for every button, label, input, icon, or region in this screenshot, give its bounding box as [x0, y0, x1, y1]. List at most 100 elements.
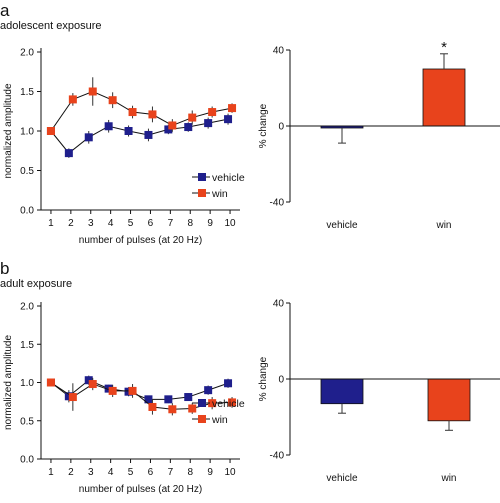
y-tick-label: 0.0: [20, 455, 34, 466]
data-point-win: [46, 378, 55, 387]
data-point-win: [148, 402, 157, 411]
data-point-vehicle: [144, 130, 153, 139]
x-tick-label: 4: [108, 467, 114, 478]
y-tick-label: 0.5: [20, 416, 34, 427]
x-tick-label: 10: [224, 467, 236, 478]
x-tick-label: 5: [128, 218, 134, 229]
x-tick-label: 1: [48, 467, 54, 478]
bar-win: [427, 378, 471, 422]
x-tick-label: 9: [207, 467, 213, 478]
chart-a-bar: -40 0 40 % change vehicle win *: [258, 39, 500, 231]
data-point-vehicle: [204, 386, 213, 395]
data-point-vehicle: [224, 379, 233, 388]
x-tick-label: 8: [187, 218, 193, 229]
category-label-win: win: [435, 220, 451, 231]
bar-win: [422, 68, 466, 127]
x-tick-label: 10: [224, 218, 236, 229]
series-line-win: [50, 90, 233, 132]
data-point-win: [208, 108, 217, 117]
y-tick-label: 1.0: [20, 378, 34, 389]
y-tick-label: 0: [278, 375, 284, 386]
x-axis-label: number of pulses (at 20 Hz): [79, 235, 202, 246]
data-point-win: [208, 399, 217, 408]
x-axis-label: number of pulses (at 20 Hz): [79, 484, 202, 495]
legend-marker-win: [198, 415, 206, 423]
x-tick-label: 2: [68, 218, 74, 229]
legend-marker-win: [198, 189, 206, 197]
y-tick-label: 2.0: [20, 302, 34, 313]
x-tick-label: 7: [168, 467, 174, 478]
x-tick-label: 6: [148, 467, 154, 478]
y-axis-label: normalized amplitude: [3, 335, 14, 430]
y-axis-label: % change: [258, 103, 269, 148]
x-tick-label: 6: [148, 218, 154, 229]
data-point-win: [128, 108, 137, 117]
legend-marker-vehicle: [198, 399, 206, 407]
data-point-vehicle: [184, 123, 193, 132]
x-tick-label: 1: [48, 218, 54, 229]
y-tick-label: 1.5: [20, 340, 34, 351]
data-point-win: [188, 113, 197, 122]
y-tick-label: 0.0: [20, 206, 34, 217]
data-point-win: [68, 95, 77, 104]
legend-marker-vehicle: [198, 173, 206, 181]
data-point-vehicle: [124, 127, 133, 135]
legend-label-win: win: [211, 188, 228, 200]
chart-b-bar: -40 0 40 % change vehicle win: [258, 299, 500, 484]
panel-a-letter: a: [0, 1, 10, 20]
category-label-vehicle: vehicle: [326, 473, 358, 484]
y-axis-label: % change: [258, 356, 269, 401]
data-point-win: [68, 393, 77, 402]
y-tick-label: 1.0: [20, 127, 34, 138]
data-point-win: [228, 398, 237, 407]
legend-label-win: win: [211, 414, 228, 426]
series-line-vehicle: [50, 118, 229, 154]
x-tick-label: 4: [108, 218, 114, 229]
data-point-vehicle: [84, 133, 93, 142]
data-point-win: [88, 87, 97, 96]
x-tick-label: 3: [88, 467, 94, 478]
x-tick-label: 8: [187, 467, 193, 478]
y-axis-label: normalized amplitude: [3, 83, 14, 178]
significance-marker: *: [441, 39, 447, 56]
x-tick-label: 7: [168, 218, 174, 229]
y-tick-label: 0: [278, 122, 284, 133]
panel-b-letter: b: [0, 259, 9, 278]
y-tick-label: 2.0: [20, 48, 34, 59]
y-tick-label: 40: [273, 299, 285, 310]
x-tick-label: 2: [68, 467, 74, 478]
data-point-vehicle: [204, 119, 213, 128]
y-tick-label: -40: [270, 451, 285, 462]
y-tick-label: 40: [273, 46, 285, 57]
data-point-vehicle: [184, 393, 193, 402]
data-point-vehicle: [164, 395, 173, 404]
y-tick-label: -40: [270, 198, 285, 209]
data-point-win: [168, 405, 177, 414]
data-point-win: [188, 404, 197, 413]
legend-label-vehicle: vehicle: [212, 172, 245, 184]
chart-b-line: 0.0 0.5 1.0 1.5 2.0 1 2 3 4 5 6 7 8 9 10 number of puls…: [3, 302, 245, 496]
category-label-vehicle: vehicle: [326, 220, 358, 231]
data-point-vehicle: [64, 149, 73, 158]
x-tick-label: 3: [88, 218, 94, 229]
y-tick-label: 0.5: [20, 166, 34, 177]
panel-a-title: adolescent exposure: [0, 20, 102, 32]
data-point-win: [228, 104, 237, 113]
data-point-win: [108, 96, 117, 105]
data-point-win: [168, 121, 177, 130]
x-tick-label: 9: [207, 218, 213, 229]
x-tick-label: 5: [128, 467, 134, 478]
data-point-vehicle: [224, 115, 233, 124]
data-point-vehicle: [104, 122, 113, 131]
bar-vehicle: [320, 378, 364, 405]
y-tick-label: 1.5: [20, 87, 34, 98]
data-point-win: [148, 110, 157, 119]
data-point-win: [128, 386, 137, 395]
chart-a-line: 0.0 0.5 1.0 1.5 2.0 1 2 3 4 5 6 7 8 9 10 number of puls…: [3, 48, 245, 247]
data-point-win: [88, 380, 97, 389]
panel-b-title: adult exposure: [0, 278, 72, 290]
data-point-win: [108, 386, 117, 395]
category-label-win: win: [440, 473, 456, 484]
legend-label-vehicle: vehicle: [212, 398, 245, 410]
data-point-win: [46, 127, 55, 135]
